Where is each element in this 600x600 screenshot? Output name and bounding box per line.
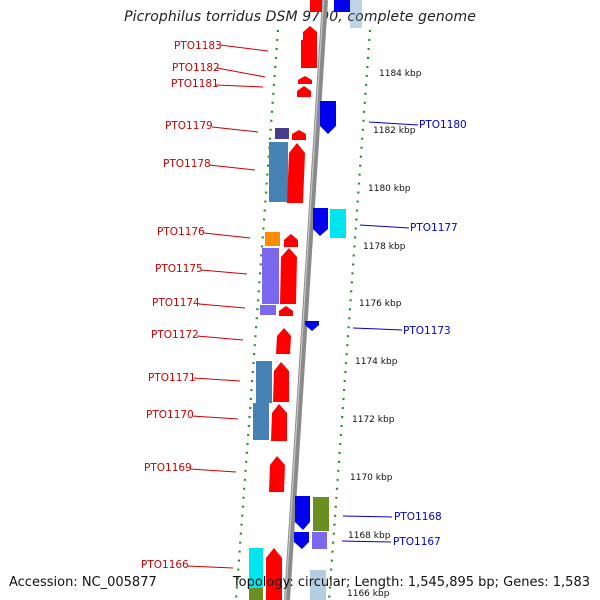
topology-text: Topology: circular; Length: 1,545,895 bp… <box>232 575 590 590</box>
leader-line <box>203 232 251 239</box>
gene-label-pto1175[interactable]: PTO1175 <box>155 263 203 275</box>
gene-pto1174-arrow <box>279 306 293 316</box>
gene-label-pto1169[interactable]: PTO1169 <box>144 462 192 474</box>
gene-pto1177-blue-arrow <box>313 208 328 236</box>
gene-label-pto1178[interactable]: PTO1178 <box>163 158 211 170</box>
gene-label-pto1173[interactable]: PTO1173 <box>403 325 451 337</box>
gene-pto1181-arrow <box>297 86 311 97</box>
gene-label-pto1170[interactable]: PTO1170 <box>146 409 194 421</box>
gene-pto1176-orange <box>265 232 280 246</box>
gene-pto1183-arrow <box>303 26 317 40</box>
leader-line <box>216 67 266 78</box>
scale-label: 1168 kbp <box>348 531 391 541</box>
leader-line <box>219 44 269 52</box>
gene-pto1167-purple <box>312 532 327 549</box>
gene-pto1175-purple <box>262 248 279 304</box>
gene-pto1180-arrow <box>320 101 336 134</box>
gene-pto1166-arrow <box>266 548 282 600</box>
leader-line <box>215 84 264 88</box>
gene-pto1170-arrow <box>271 404 287 441</box>
genome-backbone-highlight <box>284 0 325 600</box>
scale-label: 1170 kbp <box>350 473 393 483</box>
left-gene-labels: PTO1183 PTO1182 PTO1181 PTO1179 PTO1178 … <box>141 40 269 571</box>
leader-line <box>200 269 248 275</box>
gene-pto1171-steel <box>256 361 272 403</box>
leader-line <box>341 540 392 543</box>
gene-pto1175-arrow <box>280 248 297 304</box>
leader-line <box>368 121 419 126</box>
gene-box-top-blue <box>334 0 350 12</box>
gene-pto1179-arrow <box>292 130 306 140</box>
gene-pto1176-arrow <box>284 234 298 247</box>
gene-pto1169-arrow <box>269 456 285 492</box>
gene-pto1179-slate <box>275 128 289 139</box>
leader-line <box>191 415 239 420</box>
gene-pto1167-blue-arrow <box>294 532 309 549</box>
gene-label-pto1171[interactable]: PTO1171 <box>148 372 196 384</box>
gene-pto1171-arrow <box>273 362 289 402</box>
leader-line <box>211 126 259 133</box>
leader-line <box>208 164 256 171</box>
scale-label: 1178 kbp <box>363 242 406 252</box>
gene-label-pto1182[interactable]: PTO1182 <box>172 62 220 74</box>
gene-label-pto1181[interactable]: PTO1181 <box>171 78 219 90</box>
scale-label: 1184 kbp <box>379 69 422 79</box>
leader-line <box>352 327 403 331</box>
gene-box-bottom-right <box>310 570 326 600</box>
leader-line <box>196 335 244 341</box>
scale-label: 1180 kbp <box>368 184 411 194</box>
gene-label-pto1179[interactable]: PTO1179 <box>165 120 213 132</box>
gene-pto1168-blue-arrow <box>295 496 310 530</box>
gene-pto1174-purple <box>260 305 276 315</box>
gene-pto1182-arrow <box>298 76 312 84</box>
gene-pto1166-cyan <box>249 548 263 588</box>
gene-box-top-left <box>310 0 322 12</box>
gene-pto1177-cyan <box>330 209 346 238</box>
leader-line <box>198 303 246 309</box>
leader-line <box>186 565 234 569</box>
leader-line <box>359 224 410 229</box>
gene-box-top-steel <box>350 0 362 28</box>
genome-title: Picrophilus torridus DSM 9790, complete … <box>124 9 476 25</box>
gene-label-pto1174[interactable]: PTO1174 <box>152 297 200 309</box>
scale-label: 1172 kbp <box>352 415 395 425</box>
leader-line <box>193 377 241 382</box>
gene-label-pto1177[interactable]: PTO1177 <box>410 222 458 234</box>
genome-backbone <box>284 0 328 600</box>
gene-pto1178-arrow <box>287 143 305 203</box>
leader-line <box>342 515 393 518</box>
gene-label-pto1168[interactable]: PTO1168 <box>394 511 442 523</box>
gene-pto1166-olive <box>249 588 263 600</box>
scale-label: 1166 kbp <box>347 589 390 599</box>
gene-label-pto1176[interactable]: PTO1176 <box>157 226 205 238</box>
gene-pto1170-steel <box>253 403 269 440</box>
gene-pto1173-arrow <box>305 321 319 331</box>
gene-pto1183-body <box>301 40 317 68</box>
gene-label-pto1166[interactable]: PTO1166 <box>141 559 189 571</box>
gene-label-pto1167[interactable]: PTO1167 <box>393 536 441 548</box>
right-gene-labels: PTO1180 PTO1177 PTO1173 PTO1168 PTO1167 <box>341 119 467 548</box>
gene-pto1168-olive <box>313 497 329 531</box>
gene-label-pto1180[interactable]: PTO1180 <box>419 119 467 131</box>
scale-label: 1176 kbp <box>359 299 402 309</box>
accession-text: Accession: NC_005877 <box>9 575 157 590</box>
scale-label: 1174 kbp <box>355 357 398 367</box>
gene-label-pto1183[interactable]: PTO1183 <box>174 40 222 52</box>
gene-pto1178-steel <box>269 142 288 202</box>
gene-label-pto1172[interactable]: PTO1172 <box>151 329 199 341</box>
leader-line <box>189 468 237 473</box>
gene-pto1172-arrow <box>276 328 291 354</box>
scale-label: 1182 kbp <box>373 126 416 136</box>
